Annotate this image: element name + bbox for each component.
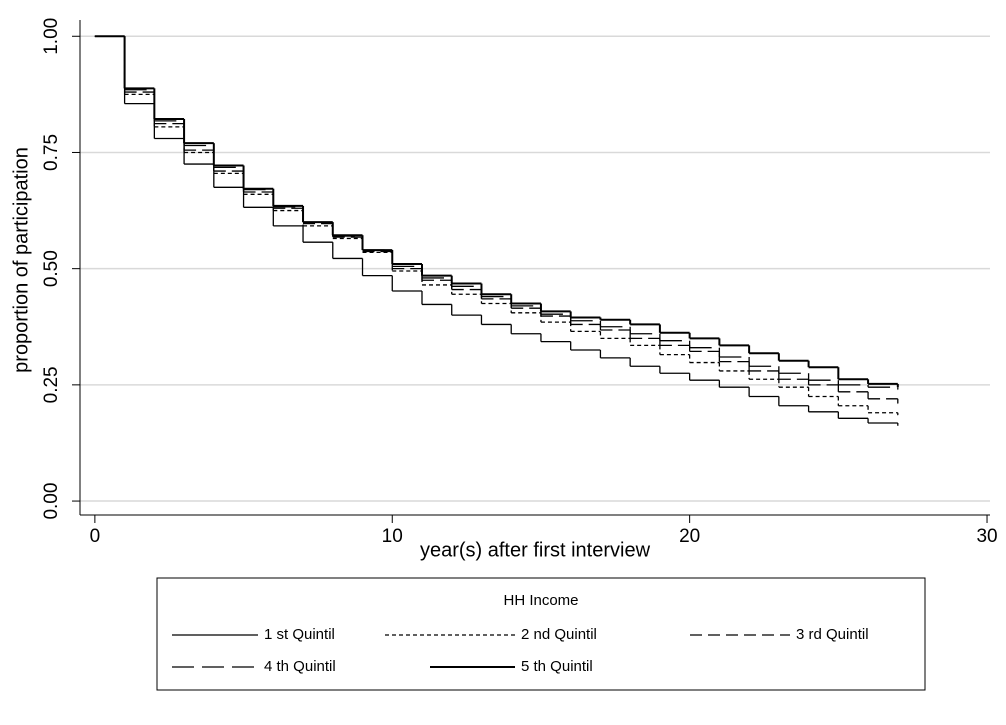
- series: [94, 35, 899, 416]
- y-tick-label: 0.75: [41, 134, 62, 171]
- y-tick-label: 0.25: [41, 366, 62, 403]
- x-tick-label: 30: [976, 526, 997, 547]
- series: [94, 35, 899, 426]
- x-tick-label: 10: [382, 526, 403, 547]
- legend-title: HH Income: [503, 592, 578, 609]
- x-tick-label: 0: [90, 526, 101, 547]
- x-tick-label: 20: [679, 526, 700, 547]
- legend-label: 4 th Quintil: [264, 658, 336, 675]
- legend-label: 1 st Quintil: [264, 626, 335, 643]
- y-tick-label: 0.50: [41, 250, 62, 287]
- legend-label: 2 nd Quintil: [521, 626, 597, 643]
- series: [94, 35, 899, 388]
- y-tick-label: 0.00: [41, 483, 62, 520]
- series: [94, 35, 899, 404]
- x-axis-title: year(s) after first interview: [420, 539, 651, 561]
- y-axis-title: proportion of participation: [10, 147, 32, 373]
- legend-label: 5 th Quintil: [521, 658, 593, 675]
- legend-box: [156, 577, 926, 691]
- y-tick-label: 1.00: [41, 18, 62, 55]
- legend-label: 3 rd Quintil: [796, 626, 869, 643]
- series: [94, 35, 899, 390]
